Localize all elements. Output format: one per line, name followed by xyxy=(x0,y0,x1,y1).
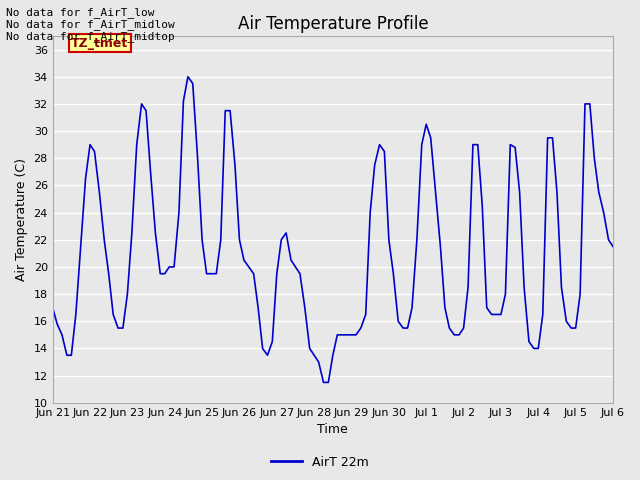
Title: Air Temperature Profile: Air Temperature Profile xyxy=(237,15,428,33)
Text: No data for f_AirT_midlow: No data for f_AirT_midlow xyxy=(6,19,175,30)
Text: TZ_tmet: TZ_tmet xyxy=(71,37,129,50)
Y-axis label: Air Temperature (C): Air Temperature (C) xyxy=(15,158,28,281)
Text: No data for f_AirT_low: No data for f_AirT_low xyxy=(6,7,155,18)
Legend: AirT 22m: AirT 22m xyxy=(266,451,374,474)
X-axis label: Time: Time xyxy=(317,423,348,436)
Text: No data for f_AirT_midtop: No data for f_AirT_midtop xyxy=(6,31,175,42)
